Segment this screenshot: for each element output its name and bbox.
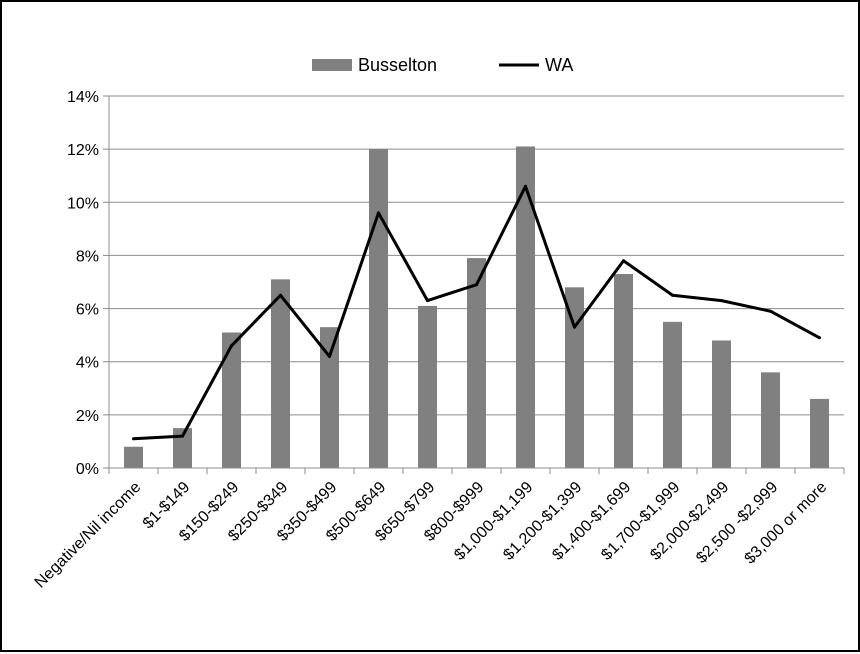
- bar-busselton: [516, 146, 535, 468]
- y-tick-label: 8%: [76, 248, 99, 265]
- point-wa: [769, 309, 772, 313]
- y-tick-label: 6%: [76, 302, 99, 319]
- legend: Busselton WA: [312, 55, 573, 75]
- point-wa: [475, 283, 478, 287]
- bar-busselton: [810, 398, 829, 468]
- point-wa: [279, 293, 282, 297]
- wa-line: [132, 184, 821, 441]
- legend-swatch-busselton: [312, 59, 352, 71]
- point-wa: [377, 211, 380, 215]
- legend-label-busselton: Busselton: [358, 55, 437, 75]
- point-wa: [573, 325, 576, 329]
- bar-busselton: [222, 332, 241, 468]
- y-tick-label: 0%: [76, 461, 99, 478]
- point-wa: [426, 299, 429, 303]
- point-wa: [720, 299, 723, 303]
- busselton-bars: [124, 146, 829, 468]
- bar-busselton: [320, 327, 339, 468]
- bar-busselton: [614, 274, 633, 468]
- bar-busselton: [418, 305, 437, 468]
- bar-busselton: [565, 287, 584, 468]
- bar-busselton: [173, 428, 192, 468]
- bar-busselton: [271, 279, 290, 468]
- y-tick-label: 10%: [67, 195, 99, 212]
- bar-busselton: [712, 340, 731, 468]
- point-wa: [524, 184, 527, 188]
- bar-busselton: [663, 321, 682, 468]
- y-tick-label: 12%: [67, 142, 99, 159]
- point-wa: [671, 293, 674, 297]
- bar-busselton: [761, 372, 780, 468]
- y-tick-label: 4%: [76, 355, 99, 372]
- y-tick-label: 2%: [76, 408, 99, 425]
- point-wa: [230, 344, 233, 348]
- y-tick-label: 14%: [67, 89, 99, 106]
- point-wa: [622, 259, 625, 263]
- y-axis: 0% 2% 4% 6% 8% 10% 12% 14%: [67, 89, 110, 478]
- bar-busselton: [467, 258, 486, 468]
- point-wa: [818, 336, 821, 340]
- point-wa: [181, 434, 184, 438]
- x-axis: Negative/Nil income$1-$149$150-$249$250-…: [32, 467, 845, 592]
- bar-busselton: [124, 446, 143, 468]
- x-tick-label: Negative/Nil income: [32, 479, 145, 592]
- legend-label-wa: WA: [545, 55, 573, 75]
- bar-busselton: [369, 149, 388, 468]
- point-wa: [132, 437, 135, 441]
- point-wa: [328, 354, 331, 358]
